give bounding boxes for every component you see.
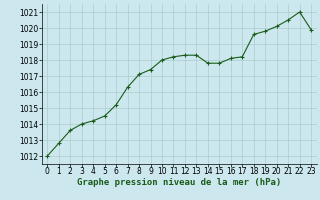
X-axis label: Graphe pression niveau de la mer (hPa): Graphe pression niveau de la mer (hPa) [77, 178, 281, 187]
